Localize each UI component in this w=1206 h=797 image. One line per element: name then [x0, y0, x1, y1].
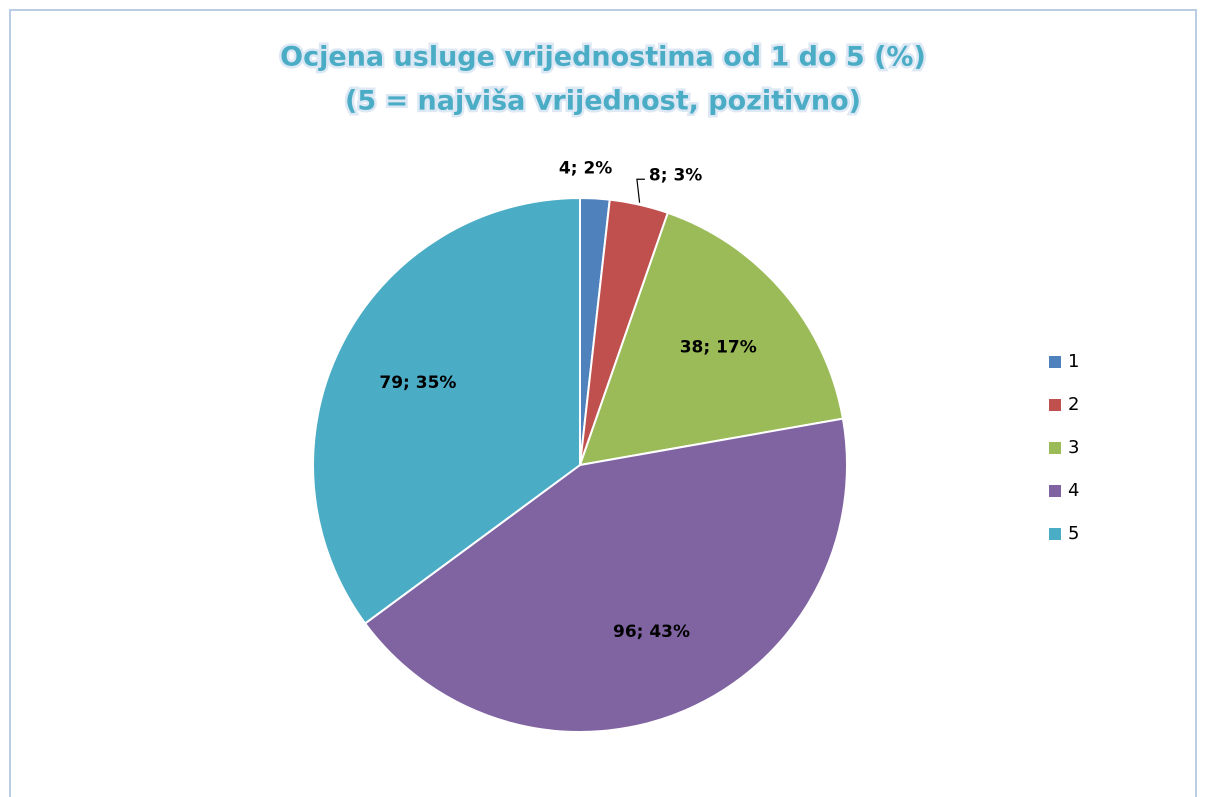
legend-swatch — [1049, 485, 1061, 497]
pie-slice — [578, 211, 845, 467]
data-label: 79; 35% — [379, 373, 456, 393]
legend-swatch — [1049, 356, 1061, 368]
legend-swatch — [1049, 442, 1061, 454]
legend-label: 4 — [1068, 480, 1079, 501]
leader-line — [636, 178, 645, 203]
data-label: 38; 17% — [680, 337, 757, 357]
pie-slice — [312, 196, 581, 625]
data-label: 4; 2% — [559, 158, 612, 178]
legend-swatch — [1049, 399, 1061, 411]
legend-swatch — [1049, 528, 1061, 540]
legend-label: 3 — [1068, 437, 1079, 458]
chart-title: Ocjena usluge vrijednostima od 1 do 5 (%… — [280, 42, 926, 73]
legend-label: 1 — [1068, 351, 1079, 372]
legend-label: 2 — [1068, 394, 1079, 415]
chart-subtitle: (5 = najviša vrijednost, pozitivno) — [345, 86, 861, 117]
data-label: 96; 43% — [613, 622, 690, 642]
pie-slice — [363, 417, 848, 733]
legend-label: 5 — [1068, 523, 1079, 544]
data-label: 8; 3% — [649, 165, 702, 185]
